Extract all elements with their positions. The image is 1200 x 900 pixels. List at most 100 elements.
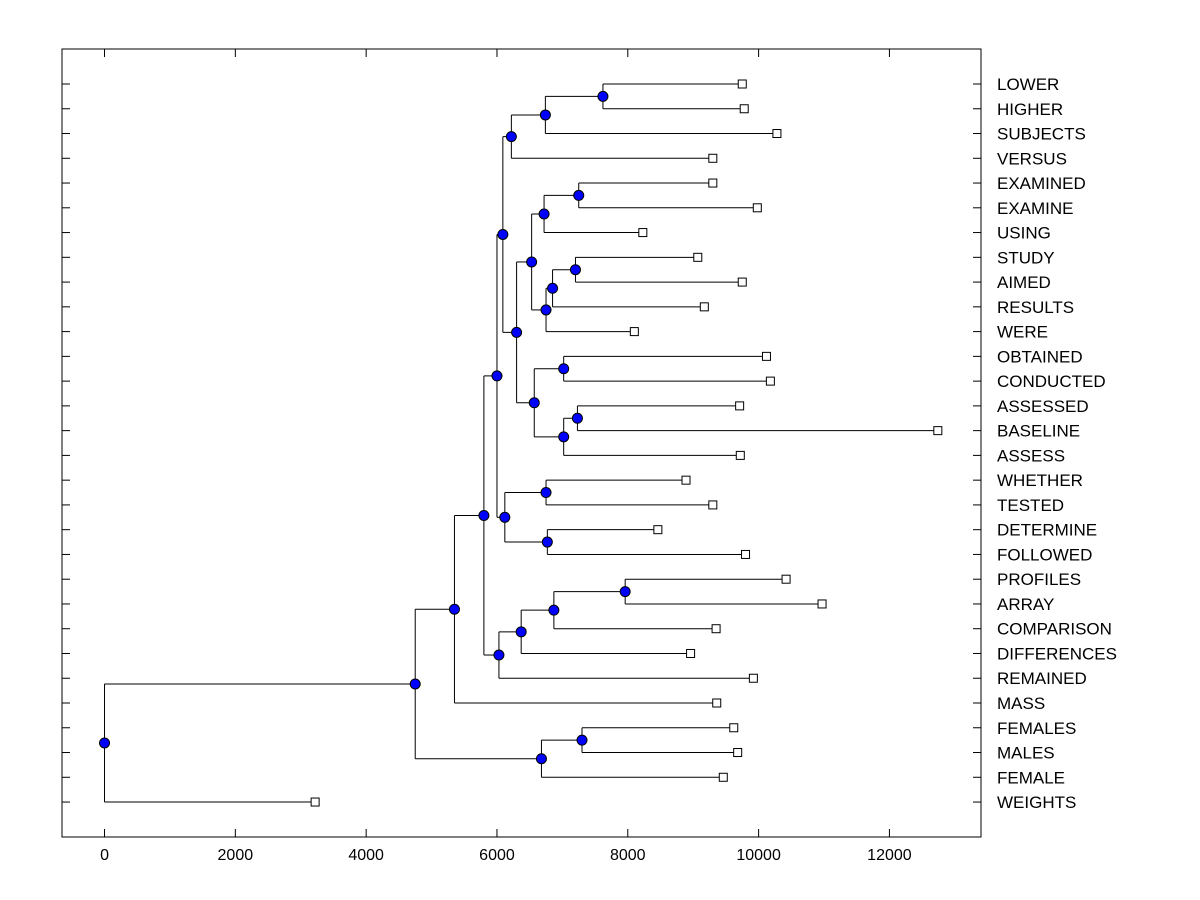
leaf-label: WEIGHTS	[997, 793, 1076, 812]
leaf-marker	[681, 475, 691, 485]
leaf-marker	[708, 500, 718, 510]
merge-node	[571, 412, 583, 424]
merge-node	[526, 256, 538, 268]
leaf-marker	[699, 302, 709, 312]
merge-nodes	[99, 90, 631, 765]
x-tick-label: 8000	[610, 847, 646, 864]
leaf-label: REMAINED	[997, 669, 1087, 688]
leaf-marker	[629, 327, 639, 337]
leaf-label: OBTAINED	[997, 347, 1083, 366]
leaf-marker	[712, 698, 722, 708]
merge-node	[528, 397, 540, 409]
merge-node	[493, 649, 505, 661]
leaf-label: HIGHER	[997, 100, 1063, 119]
leaf-marker	[781, 574, 791, 584]
merge-node	[619, 586, 631, 598]
leaf-label: WHETHER	[997, 471, 1083, 490]
leaf-marker	[817, 599, 827, 609]
leaf-label: MALES	[997, 744, 1055, 763]
merge-node	[491, 370, 503, 382]
leaf-markers	[310, 79, 943, 807]
leaf-label: BASELINE	[997, 422, 1080, 441]
merge-node	[539, 109, 551, 121]
leaf-label: SUBJECTS	[997, 125, 1086, 144]
merge-node	[515, 626, 527, 638]
leaf-marker	[729, 723, 739, 733]
leaf-label: DIFFERENCES	[997, 644, 1117, 663]
merge-node	[499, 511, 511, 523]
leaf-label: STUDY	[997, 248, 1055, 267]
leaf-marker	[748, 673, 758, 683]
leaf-marker	[772, 129, 782, 139]
leaf-marker	[686, 648, 696, 658]
leaf-marker	[737, 79, 747, 89]
x-tick-label: 2000	[218, 847, 254, 864]
leaf-marker	[761, 351, 771, 361]
leaf-marker	[310, 797, 320, 807]
leaf-label: CONDUCTED	[997, 372, 1106, 391]
merge-node	[448, 603, 460, 615]
leaf-label: AIMED	[997, 273, 1051, 292]
leaf-label: EXAMINED	[997, 174, 1086, 193]
branches	[104, 83, 938, 803]
x-tick-label: 4000	[348, 847, 384, 864]
merge-node	[511, 326, 523, 338]
leaf-marker	[718, 772, 728, 782]
leaf-label: TESTED	[997, 496, 1064, 515]
leaf-label: ARRAY	[997, 595, 1054, 614]
leaf-marker	[708, 153, 718, 163]
leaf-marker	[733, 748, 743, 758]
merge-node	[540, 304, 552, 316]
leaf-marker	[638, 228, 648, 238]
leaf-label: LOWER	[997, 75, 1059, 94]
leaf-marker	[653, 525, 663, 535]
leaf-label: VERSUS	[997, 149, 1067, 168]
leaf-label: PROFILES	[997, 570, 1081, 589]
leaf-label: EXAMINE	[997, 199, 1074, 218]
leaf-marker	[737, 277, 747, 287]
leaf-labels: LOWER HIGHER SUBJECTS VERSUS EXAMINED EXAMINE…	[997, 75, 1117, 812]
merge-node	[558, 431, 570, 443]
leaf-label: USING	[997, 224, 1051, 243]
merge-node	[569, 264, 581, 276]
leaf-label: FEMALE	[997, 768, 1065, 787]
merge-node	[558, 363, 570, 375]
merge-node	[573, 189, 585, 201]
merge-node	[538, 208, 550, 220]
leaf-marker	[711, 624, 721, 634]
x-tick-label: 12000	[867, 847, 912, 864]
leaf-marker	[708, 178, 718, 188]
merge-node	[547, 282, 559, 294]
merge-node	[535, 753, 547, 765]
plot-frame	[61, 48, 982, 838]
leaf-marker	[693, 252, 703, 262]
leaf-label: WERE	[997, 323, 1048, 342]
leaf-label: COMPARISON	[997, 620, 1112, 639]
leaf-label: RESULTS	[997, 298, 1074, 317]
merge-node	[540, 487, 552, 499]
leaf-marker	[739, 104, 749, 114]
leaf-marker	[735, 401, 745, 411]
leaf-label: FOLLOWED	[997, 545, 1092, 564]
leaf-label: FEMALES	[997, 719, 1076, 738]
merge-node	[541, 536, 553, 548]
leaf-label: DETERMINE	[997, 521, 1097, 540]
merge-node	[548, 604, 560, 616]
merge-node	[99, 737, 111, 749]
merge-node	[497, 228, 509, 240]
leaf-marker	[735, 450, 745, 460]
axis-ticks	[62, 49, 981, 837]
x-tick-label: 10000	[736, 847, 781, 864]
merge-node	[505, 131, 517, 143]
merge-node	[409, 678, 421, 690]
leaf-label: ASSESSED	[997, 397, 1089, 416]
leaf-marker	[752, 203, 762, 213]
leaf-marker	[741, 549, 751, 559]
x-tick-label: 0	[100, 847, 109, 864]
merge-node	[478, 509, 490, 521]
leaf-label: ASSESS	[997, 446, 1065, 465]
leaf-marker	[933, 426, 943, 436]
leaf-marker	[765, 376, 775, 386]
merge-node	[576, 734, 588, 746]
